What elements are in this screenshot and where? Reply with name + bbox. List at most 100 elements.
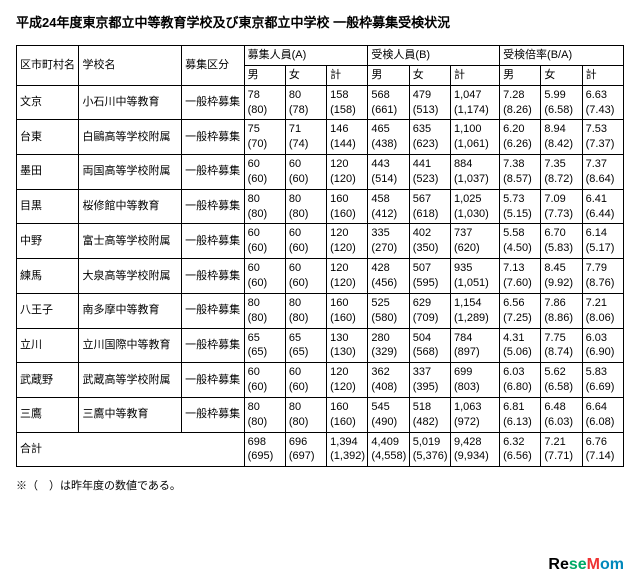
table-cell: 9,428 (9,934) [450,432,499,467]
table-cell: 525 (580) [368,293,409,328]
table-cell: 一般枠募集 [182,328,244,363]
table-cell: 8.45 (9.92) [541,259,582,294]
th-group-c: 受検倍率(B/A) [500,46,624,66]
table-cell: 402 (350) [409,224,450,259]
table-cell: 7.21 (7.71) [541,432,582,467]
table-row: 武蔵野武蔵高等学校附属一般枠募集60 (60)60 (60)120 (120)3… [17,363,624,398]
table-cell: 6.03 (6.80) [500,363,541,398]
table-cell: 699 (803) [450,363,499,398]
table-cell: 一般枠募集 [182,189,244,224]
table-cell: 7.37 (8.64) [582,155,623,190]
resemom-logo: ReseMom [548,556,624,574]
table-cell: 935 (1,051) [450,259,499,294]
table-cell: 一般枠募集 [182,224,244,259]
table-cell: 6.03 (6.90) [582,328,623,363]
table-cell: 75 (70) [244,120,285,155]
table-cell: 65 (65) [285,328,326,363]
table-cell: 130 (130) [327,328,368,363]
table-cell: 5.83 (6.69) [582,363,623,398]
table-cell: 120 (120) [327,363,368,398]
table-cell: 6.70 (5.83) [541,224,582,259]
table-cell: 大泉高等学校附属 [79,259,182,294]
table-cell: 696 (697) [285,432,326,467]
table-cell: 884 (1,037) [450,155,499,190]
page-title: 平成24年度東京都立中等教育学校及び東京都立中学校 一般枠募集受検状況 [16,12,624,31]
table-cell: 60 (60) [285,259,326,294]
table-cell: 80 (80) [285,397,326,432]
table-cell: 65 (65) [244,328,285,363]
table-cell: 7.53 (7.37) [582,120,623,155]
th-m: 男 [368,65,409,85]
table-cell: 698 (695) [244,432,285,467]
table-cell: 4,409 (4,558) [368,432,409,467]
table-cell: 7.09 (7.73) [541,189,582,224]
table-cell: 80 (80) [244,397,285,432]
table-cell: 443 (514) [368,155,409,190]
table-cell: 458 (412) [368,189,409,224]
table-cell: 立川 [17,328,79,363]
th-m: 男 [500,65,541,85]
th-class: 募集区分 [182,46,244,86]
table-cell: 465 (438) [368,120,409,155]
table-row: 台東白鷗高等学校附属一般枠募集75 (70)71 (74)146 (144)46… [17,120,624,155]
table-cell: 6.76 (7.14) [582,432,623,467]
table-cell: 5.58 (4.50) [500,224,541,259]
table-cell: 両国高等学校附属 [79,155,182,190]
table-cell: 158 (158) [327,85,368,120]
table-cell: 一般枠募集 [182,397,244,432]
table-row-total: 合計698 (695)696 (697)1,394 (1,392)4,409 (… [17,432,624,467]
th-f: 女 [409,65,450,85]
table-cell: 4.31 (5.06) [500,328,541,363]
table-row: 墨田両国高等学校附属一般枠募集60 (60)60 (60)120 (120)44… [17,155,624,190]
table-cell: 78 (80) [244,85,285,120]
th-t: 計 [582,65,623,85]
table-row: 立川立川国際中等教育一般枠募集65 (65)65 (65)130 (130)28… [17,328,624,363]
table-cell: 中野 [17,224,79,259]
table-cell: 一般枠募集 [182,85,244,120]
th-t: 計 [450,65,499,85]
table-row: 三鷹三鷹中等教育一般枠募集80 (80)80 (80)160 (160)545 … [17,397,624,432]
table-cell: 60 (60) [285,224,326,259]
table-cell: 120 (120) [327,224,368,259]
table-cell: 280 (329) [368,328,409,363]
table-cell: 567 (618) [409,189,450,224]
table-cell: 1,047 (1,174) [450,85,499,120]
table-cell: 目黒 [17,189,79,224]
table-cell: 5.62 (6.58) [541,363,582,398]
table-cell: 一般枠募集 [182,293,244,328]
table-cell: 507 (595) [409,259,450,294]
table-cell: 1,154 (1,289) [450,293,499,328]
table-cell: 一般枠募集 [182,259,244,294]
table-cell: 6.64 (6.08) [582,397,623,432]
table-cell: 7.38 (8.57) [500,155,541,190]
table-cell: 1,394 (1,392) [327,432,368,467]
table-cell: 6.20 (6.26) [500,120,541,155]
table-cell: 1,025 (1,030) [450,189,499,224]
table-cell: 80 (80) [285,189,326,224]
table-cell: 80 (78) [285,85,326,120]
table-cell: 629 (709) [409,293,450,328]
table-cell: 7.21 (8.06) [582,293,623,328]
table-cell: 160 (160) [327,397,368,432]
th-t: 計 [327,65,368,85]
table-cell: 白鷗高等学校附属 [79,120,182,155]
table-row: 文京小石川中等教育一般枠募集78 (80)80 (78)158 (158)568… [17,85,624,120]
table-cell: 1,100 (1,061) [450,120,499,155]
table-cell: 120 (120) [327,259,368,294]
table-cell: 一般枠募集 [182,363,244,398]
th-m: 男 [244,65,285,85]
table-cell: 6.48 (6.03) [541,397,582,432]
table-cell: 桜修館中等教育 [79,189,182,224]
table-cell: 7.75 (8.74) [541,328,582,363]
table-cell: 8.94 (8.42) [541,120,582,155]
table-cell: 南多摩中等教育 [79,293,182,328]
table-cell: 335 (270) [368,224,409,259]
th-ward: 区市町村名 [17,46,79,86]
table-cell: 7.35 (8.72) [541,155,582,190]
table-cell: 160 (160) [327,189,368,224]
table-cell: 504 (568) [409,328,450,363]
table-cell: 441 (523) [409,155,450,190]
table-row: 目黒桜修館中等教育一般枠募集80 (80)80 (80)160 (160)458… [17,189,624,224]
table-cell: 5.73 (5.15) [500,189,541,224]
table-cell: 武蔵高等学校附属 [79,363,182,398]
